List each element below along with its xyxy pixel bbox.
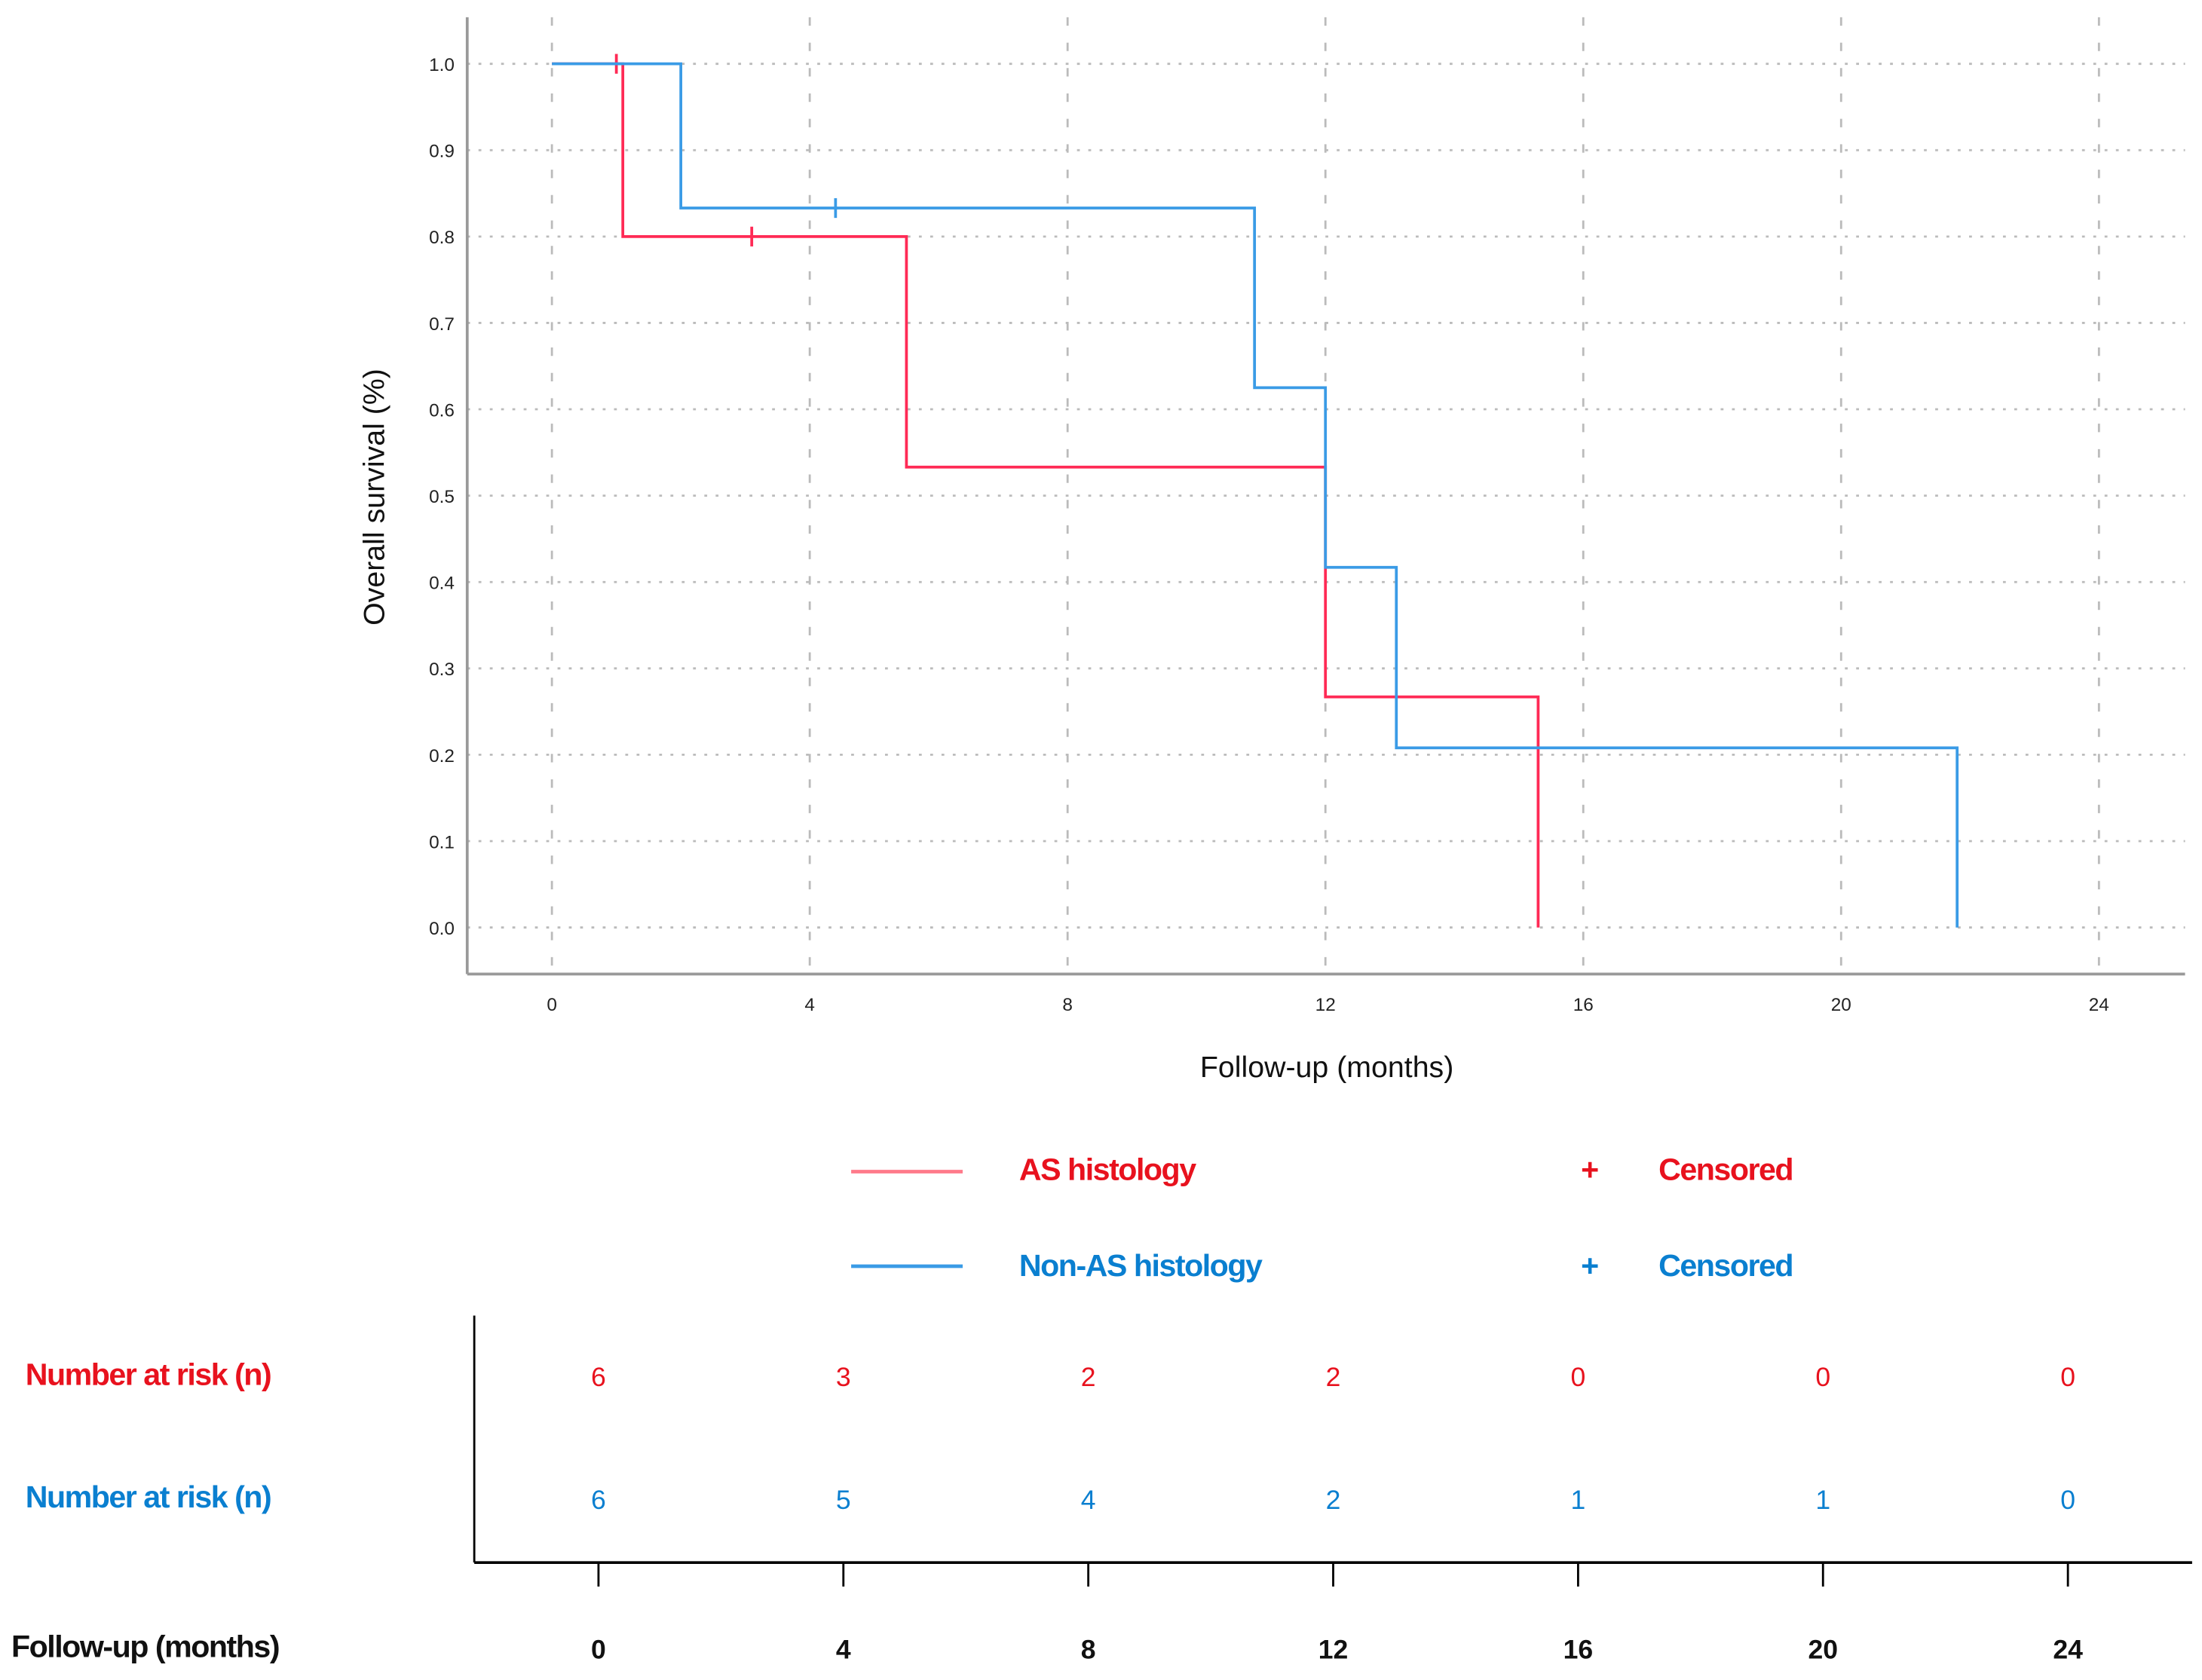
risk-table-x-tick-label: 0 xyxy=(591,1635,606,1665)
risk-table-x-tick-label: 20 xyxy=(1808,1635,1838,1665)
y-tick-label: 0.0 xyxy=(429,919,455,939)
x-tick-label: 24 xyxy=(2089,995,2109,1015)
risk-table-x-label: Follow-up (months) xyxy=(11,1630,279,1664)
risk-table: Number at risk (n) Number at risk (n) Fo… xyxy=(11,1315,2192,1665)
x-tick-label: 4 xyxy=(804,995,815,1015)
legend-censor-symbol-as: + xyxy=(1581,1152,1598,1187)
legend-label-as: AS histology xyxy=(1019,1152,1196,1187)
risk-count: 2 xyxy=(1326,1362,1341,1392)
legend-label-non-as: Non-AS histology xyxy=(1019,1248,1263,1283)
risk-row-label-as: Number at risk (n) xyxy=(26,1357,271,1391)
y-tick-label: 0.8 xyxy=(429,228,455,248)
y-tick-labels: 0.0 0.1 0.2 0.3 0.4 0.5 0.6 0.7 0.8 0.9 1.0 xyxy=(429,55,455,939)
y-tick-label: 0.7 xyxy=(429,314,455,335)
survival-curves xyxy=(552,54,1959,928)
x-tick-label: 16 xyxy=(1573,995,1594,1015)
x-tick-label: 8 xyxy=(1062,995,1073,1015)
legend: AS histology + Censored Non-AS histology… xyxy=(851,1152,1794,1283)
risk-table-x-tick-label: 4 xyxy=(836,1635,851,1665)
risk-table-cells: 6 3 2 2 0 0 06 5 4 2 1 1 00 4 8 12 16 20 24 xyxy=(591,1362,2083,1664)
legend-censor-label-as: Censored xyxy=(1658,1152,1793,1187)
x-tick-label: 20 xyxy=(1831,995,1851,1015)
risk-row-label-non-as: Number at risk (n) xyxy=(26,1480,271,1514)
y-tick-label: 0.5 xyxy=(429,487,455,507)
survival-step-line xyxy=(552,62,1959,928)
legend-censor-symbol-non-as: + xyxy=(1581,1248,1598,1283)
risk-count: 6 xyxy=(591,1485,606,1515)
risk-table-x-tick-label: 12 xyxy=(1318,1635,1349,1665)
risk-count: 0 xyxy=(2060,1362,2075,1392)
risk-count: 6 xyxy=(591,1362,606,1392)
risk-count: 4 xyxy=(1081,1485,1096,1515)
x-tick-labels: 0 4 8 12 16 20 24 xyxy=(547,995,2109,1015)
risk-count: 1 xyxy=(1815,1485,1830,1515)
risk-count: 2 xyxy=(1081,1362,1096,1392)
y-tick-label: 0.3 xyxy=(429,659,455,680)
y-axis-title: Overall survival (%) xyxy=(357,369,390,626)
survival-step-line xyxy=(552,62,1540,928)
risk-table-x-tick-label: 24 xyxy=(2053,1635,2083,1665)
x-tick-label: 0 xyxy=(547,995,557,1015)
risk-count: 5 xyxy=(836,1485,851,1515)
risk-count: 2 xyxy=(1326,1485,1341,1515)
risk-table-x-tick-label: 16 xyxy=(1563,1635,1594,1665)
legend-censor-label-non-as: Censored xyxy=(1658,1248,1793,1283)
risk-count: 0 xyxy=(1815,1362,1830,1392)
y-tick-label: 0.4 xyxy=(429,574,455,594)
risk-count: 3 xyxy=(836,1362,851,1392)
risk-table-x-tick-label: 8 xyxy=(1081,1635,1096,1665)
y-tick-label: 0.9 xyxy=(429,142,455,162)
x-tick-label: 12 xyxy=(1315,995,1336,1015)
risk-count: 0 xyxy=(1570,1362,1585,1392)
risk-count: 1 xyxy=(1570,1485,1585,1515)
y-tick-label: 0.1 xyxy=(429,832,455,852)
risk-count: 0 xyxy=(2060,1485,2075,1515)
y-tick-label: 0.6 xyxy=(429,400,455,421)
y-tick-label: 1.0 xyxy=(429,55,455,75)
curve-as xyxy=(552,54,1540,928)
x-axis-title: Follow-up (months) xyxy=(1200,1051,1453,1084)
y-tick-label: 0.2 xyxy=(429,746,455,767)
curve-non-as xyxy=(552,62,1959,928)
